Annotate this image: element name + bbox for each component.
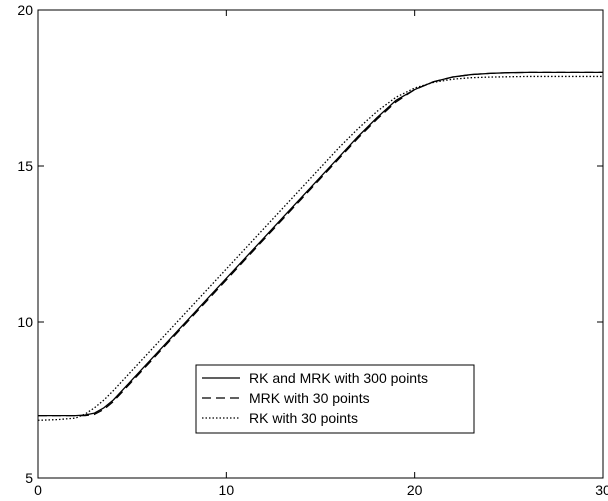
- y-tick-label: 15: [17, 158, 33, 174]
- x-tick-label: 0: [34, 482, 42, 498]
- y-tick-label: 20: [17, 2, 33, 18]
- x-tick-labels: 0 10 20 30: [34, 482, 608, 498]
- legend-box: [195, 364, 475, 434]
- x-tick-label: 10: [219, 482, 235, 498]
- y-tick-label: 10: [17, 314, 33, 330]
- legend-label-rk-30: RK with 30 points: [249, 410, 358, 426]
- series-layer: [37, 71, 603, 421]
- legend-label-rk-mrk-300: RK and MRK with 300 points: [249, 370, 428, 386]
- series-line-rk-30: [37, 75, 603, 421]
- x-tick-label: 30: [595, 482, 608, 498]
- plot-frame: [37, 9, 604, 479]
- legend-label-mrk-30: MRK with 30 points: [249, 390, 370, 406]
- x-tick-label: 20: [407, 482, 423, 498]
- y-tick-labels: 5 10 15 20: [17, 2, 33, 486]
- y-tick-label: 5: [25, 470, 33, 486]
- series-line-mrk-30: [38, 71, 603, 417]
- legend: RK and MRK with 300 points MRK with 30 p…: [195, 364, 475, 434]
